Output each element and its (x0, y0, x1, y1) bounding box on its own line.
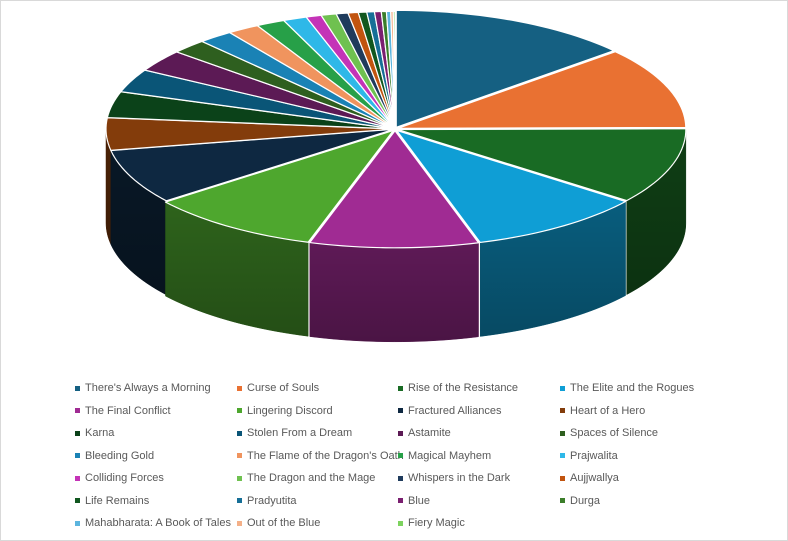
pie-sides (105, 129, 687, 343)
pie-slice-stolen-from-a-dream[interactable] (120, 69, 395, 130)
pie-slice-curse-of-souls[interactable] (397, 51, 687, 129)
pie-slice-the-elite-and-the-rogues[interactable] (396, 129, 627, 244)
pie-slice-fiery-magic[interactable] (392, 10, 396, 129)
pie-slice-bleeding-gold[interactable] (201, 31, 395, 130)
pie-side-shade-rise-of-the-resistance (626, 129, 686, 295)
pie-tops (105, 9, 687, 249)
pie-slice-astamite[interactable] (144, 51, 395, 130)
pie-side-shade-heart-of-a-hero (106, 129, 111, 245)
pie-side-shade-the-elite-and-the-rogues (480, 201, 626, 337)
pie-slice-lingering-discord[interactable] (164, 129, 394, 243)
pie-slice-there-s-always-a-morning[interactable] (395, 9, 615, 128)
pie-side-shade-fractured-alliances (110, 150, 167, 295)
pie-slice-the-final-conflict[interactable] (309, 130, 480, 249)
pie-slice-spaces-of-silence[interactable] (176, 40, 395, 130)
pie-slice-rise-of-the-resistance[interactable] (397, 128, 687, 202)
pie-slice-fractured-alliances[interactable] (110, 128, 395, 202)
pie-side-shade-lingering-discord (165, 202, 309, 337)
pie-slice-heart-of-a-hero[interactable] (105, 117, 395, 151)
pie-side-shade-the-final-conflict (309, 242, 479, 342)
